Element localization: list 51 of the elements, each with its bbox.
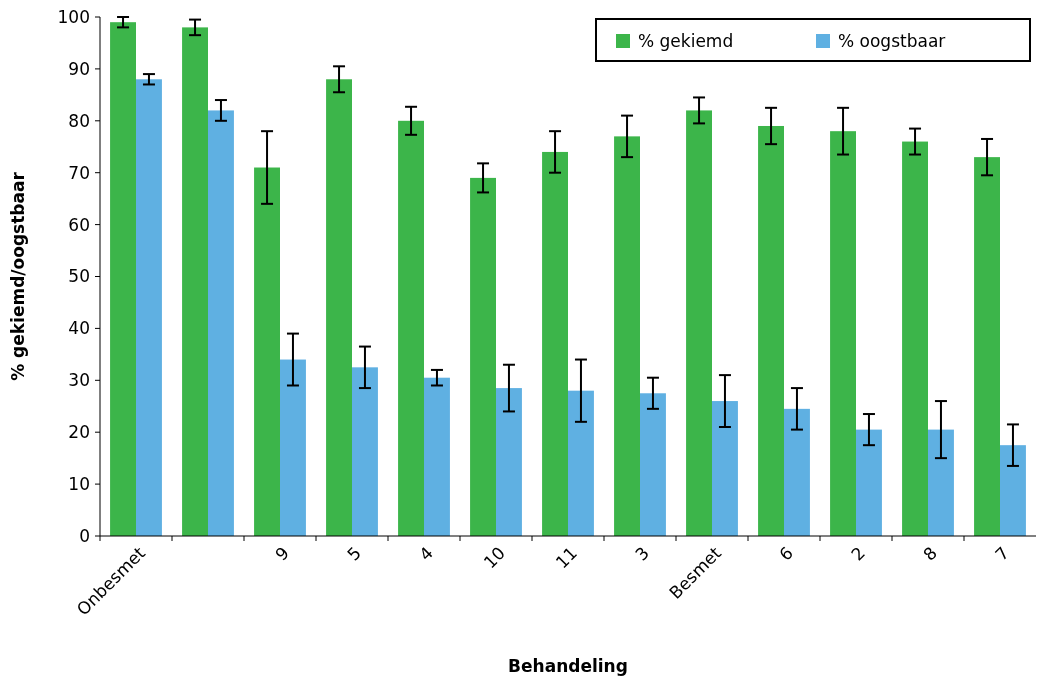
x-tick-label: 9 xyxy=(271,542,294,565)
bar xyxy=(110,22,136,536)
x-tick-label: 10 xyxy=(479,542,510,573)
bar xyxy=(542,151,568,536)
x-tick-label: 6 xyxy=(775,542,798,565)
bar xyxy=(280,359,306,536)
bar xyxy=(856,429,882,536)
bar xyxy=(136,79,162,536)
x-tick-label: 5 xyxy=(343,542,366,565)
bar xyxy=(784,408,810,536)
bar xyxy=(902,141,928,536)
bar xyxy=(568,390,594,536)
bar xyxy=(614,136,640,536)
x-tick-label: 7 xyxy=(991,542,1014,565)
y-tick-label: 30 xyxy=(68,370,90,391)
y-tick-label: 60 xyxy=(68,214,90,235)
bar xyxy=(352,367,378,536)
bar xyxy=(326,79,352,536)
legend-label: % oogstbaar xyxy=(838,30,946,51)
bar xyxy=(1000,445,1026,536)
y-tick-label: 0 xyxy=(79,525,90,546)
y-tick-label: 20 xyxy=(68,422,90,443)
y-tick-label: 90 xyxy=(68,58,90,79)
x-tick-label: 8 xyxy=(919,542,942,565)
bar xyxy=(182,27,208,536)
bar xyxy=(640,393,666,536)
x-axis-title: Behandeling xyxy=(508,656,628,676)
bar xyxy=(974,157,1000,536)
x-tick-label: 2 xyxy=(847,542,870,565)
bar xyxy=(398,120,424,536)
x-tick-label: 11 xyxy=(551,542,582,573)
bar xyxy=(496,388,522,536)
y-tick-label: 50 xyxy=(68,266,90,287)
x-tick-label: 4 xyxy=(415,542,438,565)
y-axis-title: % gekiemd/oogstbaar xyxy=(8,171,28,381)
bar xyxy=(254,167,280,536)
bar xyxy=(928,429,954,536)
bar xyxy=(686,110,712,536)
y-tick-label: 10 xyxy=(68,474,90,495)
bar xyxy=(830,131,856,536)
y-tick-label: 80 xyxy=(68,110,90,131)
y-tick-label: 40 xyxy=(68,318,90,339)
bar xyxy=(470,177,496,536)
x-tick-label: 3 xyxy=(631,542,654,565)
legend-label: % gekiemd xyxy=(638,30,734,51)
y-tick-label: 100 xyxy=(57,6,90,27)
bar xyxy=(712,401,738,536)
bar xyxy=(208,110,234,536)
bar xyxy=(424,377,450,536)
y-tick-label: 70 xyxy=(68,162,90,183)
bar xyxy=(758,125,784,536)
